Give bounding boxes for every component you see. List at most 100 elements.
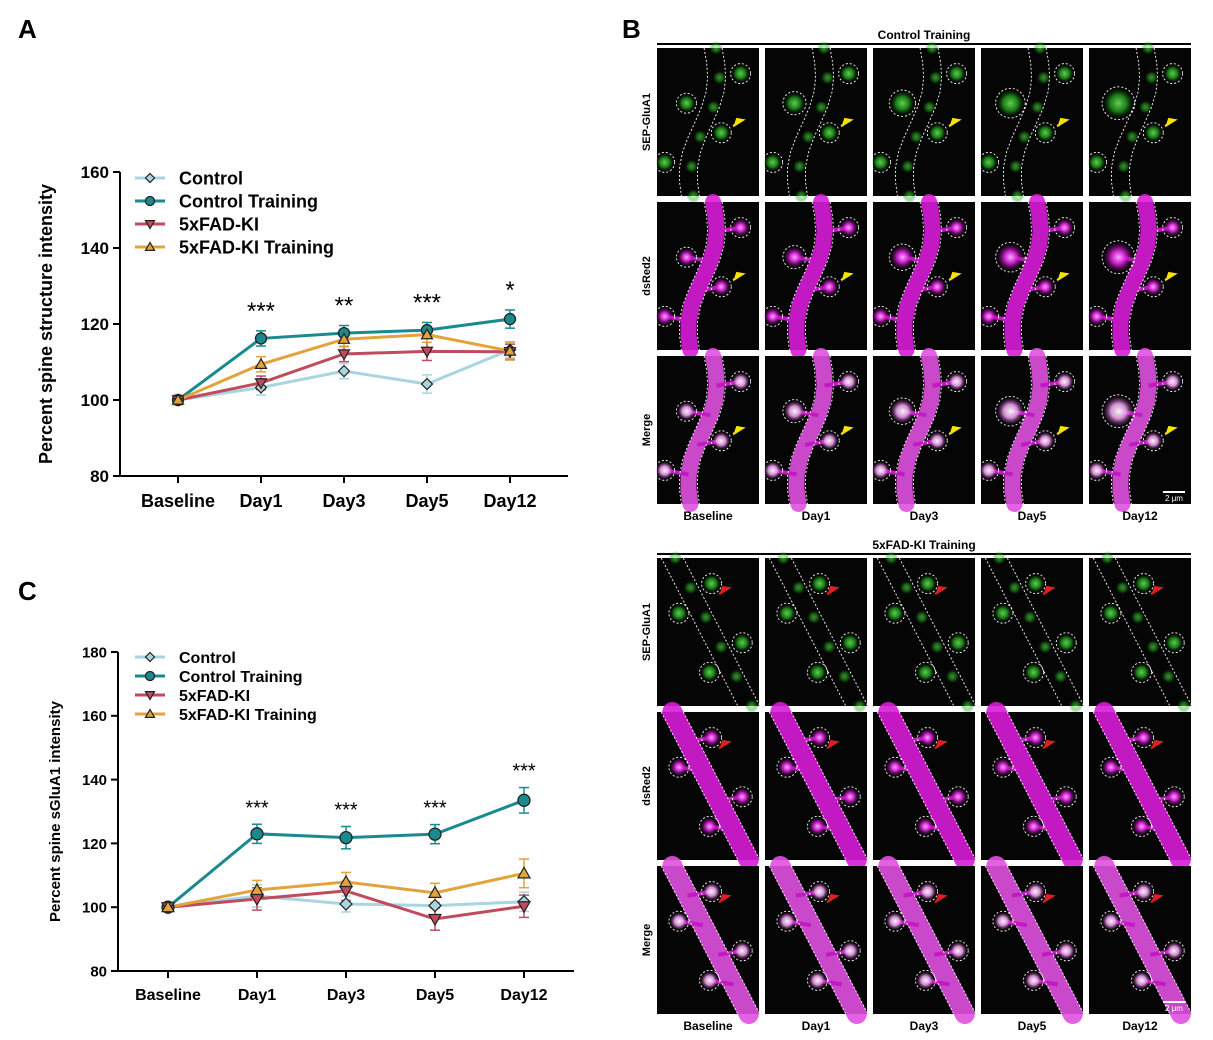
spine-outline — [1163, 632, 1185, 654]
dendrite-outline — [1110, 355, 1141, 505]
micrograph-tile — [981, 551, 1085, 713]
spine-head — [1144, 277, 1163, 296]
spine-outline — [676, 92, 697, 114]
spine-head — [918, 728, 937, 747]
x-tick-label: Day1 — [238, 987, 276, 1004]
signal-puncta — [899, 580, 914, 595]
spine-outline — [884, 756, 906, 778]
spine-head — [763, 307, 782, 326]
spine-outline — [946, 371, 968, 393]
spine-head — [1134, 882, 1153, 901]
spine-outline — [1100, 756, 1122, 778]
dendrite-signal — [1004, 194, 1049, 358]
signal-puncta — [992, 551, 1007, 565]
signal-puncta — [1130, 610, 1145, 625]
signal-puncta — [1022, 610, 1037, 625]
column-label: Baseline — [683, 509, 733, 523]
dendrite-signal — [896, 348, 941, 512]
spine-head — [1024, 971, 1043, 990]
chart-c-spine-sgluA1: 80 100 120 140 160 180 Baseline Day1 Day3 Day5 Day… — [47, 644, 574, 1004]
signal-puncta — [709, 41, 724, 55]
spine-arrow — [1150, 893, 1164, 904]
spine-outline — [1142, 276, 1164, 298]
spine-outline — [809, 881, 831, 903]
spine-outline — [839, 632, 861, 654]
spine-head — [700, 817, 719, 836]
dendrite-outline — [678, 355, 709, 505]
legend-entry: 5xFAD-KI Training — [135, 237, 334, 257]
spine-head — [1036, 123, 1055, 142]
dendrite-signal — [680, 194, 725, 358]
legend-entry: Control — [135, 168, 243, 188]
spine-head — [928, 123, 947, 142]
signal-puncta — [837, 669, 852, 684]
x-tick-label: Day12 — [500, 987, 547, 1004]
spine-head — [820, 123, 839, 142]
panel-label-b: B — [622, 14, 641, 44]
spine-head — [733, 633, 752, 652]
spine-outline — [654, 151, 676, 173]
legend-label: Control Training — [179, 669, 303, 686]
spine-head — [712, 123, 731, 142]
data-point — [428, 898, 442, 913]
signal-puncta — [1141, 41, 1156, 55]
dendrite-outline — [912, 47, 943, 197]
micrograph-tile — [873, 856, 977, 1024]
spine-head — [1101, 758, 1120, 777]
spine-head — [993, 912, 1012, 931]
data-point — [171, 393, 185, 405]
spine-head — [839, 64, 858, 83]
micrograph-tile — [657, 551, 761, 713]
legend-label: 5xFAD-KI Training — [179, 707, 317, 724]
spine-outline — [839, 786, 861, 808]
spine-head — [783, 400, 806, 422]
signal-puncta — [909, 129, 924, 144]
spine-outline — [809, 727, 831, 749]
spine-outline — [1162, 63, 1184, 85]
spine-head — [1134, 728, 1153, 747]
spine-outline — [731, 786, 753, 808]
dendrite-outline — [804, 201, 835, 351]
spine-outline — [1142, 430, 1164, 452]
spine-head — [1024, 663, 1043, 682]
spine-outline — [818, 122, 840, 144]
spine-arrow — [1150, 585, 1164, 596]
spine-outline — [699, 969, 720, 991]
signal-puncta — [1068, 699, 1083, 713]
legend-label: Control — [179, 650, 236, 667]
spine-arrow — [718, 585, 732, 596]
spine-outline — [699, 815, 720, 837]
spine-outline — [992, 602, 1014, 624]
legend-marker — [144, 670, 156, 682]
spine-head — [810, 574, 829, 593]
signal-puncta — [1115, 580, 1130, 595]
panel-label-a: A — [18, 14, 37, 44]
data-point — [254, 378, 268, 390]
micrograph-tile — [654, 194, 759, 358]
dendrite-signal — [1004, 348, 1049, 512]
signal-puncta — [791, 580, 806, 595]
spine-outline — [838, 63, 860, 85]
signal-puncta — [945, 669, 960, 684]
spine-head — [1132, 663, 1151, 682]
spine-arrow — [934, 739, 948, 750]
signal-puncta — [1144, 70, 1159, 85]
signal-puncta — [686, 189, 701, 203]
signal-puncta — [900, 159, 915, 174]
spine-outline — [870, 151, 892, 173]
spine-head — [808, 663, 827, 682]
spine-head — [890, 245, 915, 270]
spine-outline — [1086, 151, 1108, 173]
signal-puncta — [852, 699, 867, 713]
spine-head — [783, 92, 806, 114]
dendrite-signal — [788, 194, 833, 358]
spine-head — [928, 277, 947, 296]
signal-puncta — [684, 159, 699, 174]
spine-outline — [710, 122, 732, 144]
spine-outline — [947, 786, 969, 808]
spine-head — [947, 372, 966, 391]
spine-outline — [978, 151, 1000, 173]
spine-outline — [888, 397, 917, 425]
micrograph-tile — [762, 194, 867, 358]
micrograph-tile — [765, 856, 869, 1024]
